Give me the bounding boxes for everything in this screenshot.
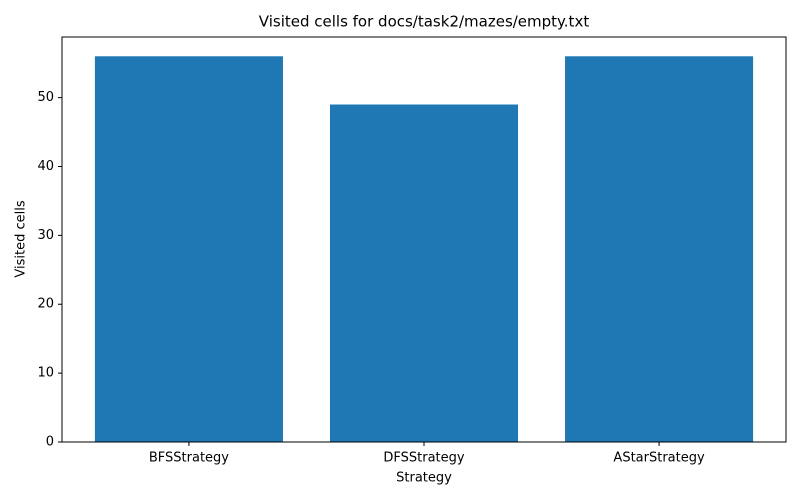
y-tick-label: 10 <box>37 366 54 381</box>
y-tick-label: 50 <box>37 90 54 105</box>
y-tick-label: 0 <box>46 435 54 450</box>
y-tick-label: 20 <box>37 297 54 312</box>
y-tick-label: 40 <box>37 159 54 174</box>
y-tick-label: 30 <box>37 228 54 243</box>
chart-title: Visited cells for docs/task2/mazes/empty… <box>259 13 590 31</box>
bar <box>329 104 519 442</box>
axes-frame <box>61 36 787 443</box>
bar <box>565 56 754 443</box>
y-axis-label: Visited cells <box>14 200 29 277</box>
x-tick-label: DFSStrategy <box>383 451 465 466</box>
plot-area: 0 10 20 30 40 50 BFSStrategy DFSStrategy AStarSt… <box>37 56 754 466</box>
x-tick-label: BFSStrategy <box>149 451 229 466</box>
bar <box>94 56 283 443</box>
x-axis-label: Strategy <box>396 471 452 486</box>
x-tick-label: AStarStrategy <box>613 451 705 466</box>
